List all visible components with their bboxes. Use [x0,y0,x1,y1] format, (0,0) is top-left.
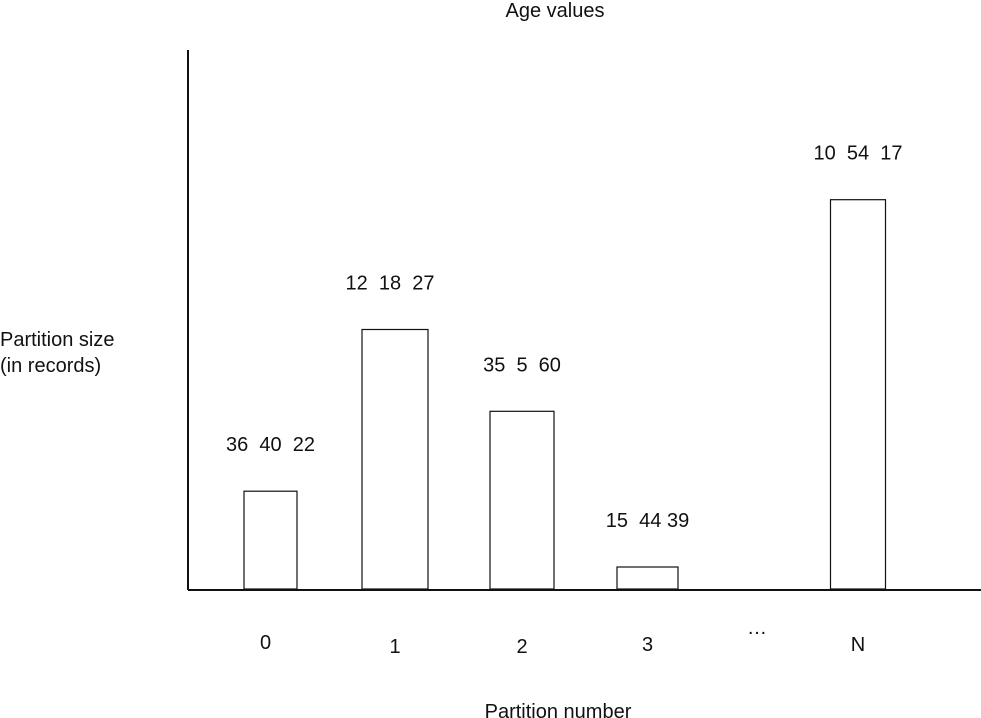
age-values-label-partition-2: 35 5 60 [483,354,561,376]
x-tick-label-2: 2 [516,636,527,658]
x-axis-ellipsis: … [747,617,767,639]
x-tick-label-1: 1 [389,636,400,658]
age-value-labels: 36 40 22 12 18 27 35 5 60 15 44 39 10 54 17 [226,143,902,532]
bar-partition-2 [489,410,555,590]
age-values-label-partition-0: 36 40 22 [226,434,315,456]
age-values-label-partition-1: 12 18 27 [346,273,435,295]
x-tick-label-0: 0 [260,632,271,654]
age-values-label-partition-3: 15 44 39 [606,510,689,532]
bar-partition-3 [616,566,679,590]
bar-partition-n [829,199,887,590]
y-axis-label: Partition size (in records) [0,329,120,377]
bars-group [243,199,887,590]
x-tick-label-n: N [851,634,865,656]
y-axis-label-line-1: Partition size [0,329,115,351]
bar-partition-0 [243,490,298,590]
x-tick-labels: 0 1 2 3 N [260,632,865,658]
bar-partition-1 [361,328,429,590]
chart-title: Age values [506,0,605,22]
y-axis-label-line-2: (in records) [0,355,101,377]
x-tick-label-3: 3 [642,634,653,656]
age-values-label-partition-n: 10 54 17 [814,143,903,165]
x-axis-label: Partition number [485,701,632,718]
